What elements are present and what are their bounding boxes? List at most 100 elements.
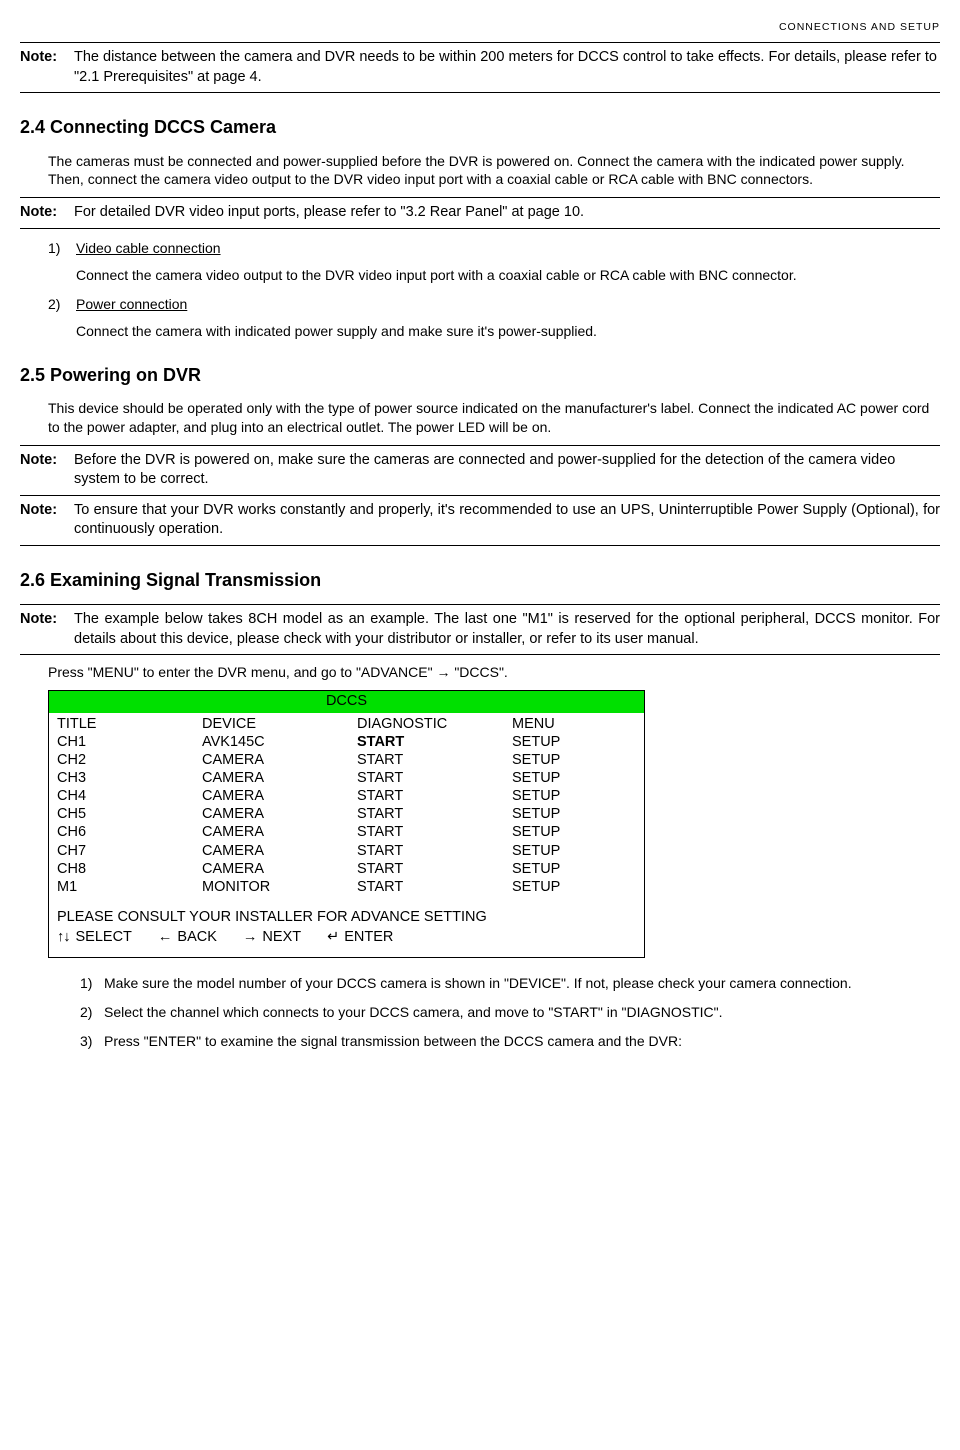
nav-label: ENTER [344,928,393,948]
updown-icon: ↑↓ [57,928,70,948]
dccs-table-header: DCCS [49,691,644,713]
steps-list: 1) Make sure the model number of your DC… [80,974,930,1051]
nav-label: NEXT [262,928,301,948]
table-cell: START [357,823,512,841]
table-row: M1MONITORSTARTSETUP [57,878,636,896]
dccs-nav-row: ↑↓ SELECT ← BACK → NEXT ↵ ENTER [57,928,636,948]
table-row: CH1AVK145CSTARTSETUP [57,733,636,751]
table-cell: CH1 [57,733,202,751]
table-cell: SETUP [512,769,636,787]
s26-instruction: Press "MENU" to enter the DVR menu, and … [48,663,932,682]
table-cell: MONITOR [202,878,357,896]
step-number: 3) [80,1032,104,1051]
table-cell: SETUP [512,787,636,805]
dccs-table: DCCS TITLEDEVICEDIAGNOSTICMENUCH1AVK145C… [48,690,645,958]
s25-paragraph: This device should be operated only with… [48,399,932,437]
table-column-header: TITLE [57,715,202,733]
item-title: Power connection [76,296,187,312]
nav-enter: ↵ ENTER [327,928,393,948]
table-column-header: DIAGNOSTIC [357,715,512,733]
note-label: Note: [20,203,74,223]
table-cell: START [357,860,512,878]
table-cell: CAMERA [202,769,357,787]
step-text: Make sure the model number of your DCCS … [104,974,930,993]
table-column-header: DEVICE [202,715,357,733]
table-cell: START [357,751,512,769]
table-cell: CAMERA [202,751,357,769]
s24-paragraph: The cameras must be connected and power-… [48,152,932,190]
table-cell: CAMERA [202,823,357,841]
step-number: 2) [80,1003,104,1022]
table-cell: CH5 [57,805,202,823]
table-cell: START [357,733,512,751]
section-2-5-title: 2.5 Powering on DVR [20,363,940,387]
list-item-video-cable: 1) Video cable connection [48,239,932,258]
table-cell: SETUP [512,805,636,823]
note-label: Note: [20,501,74,540]
table-cell: CH7 [57,842,202,860]
item-body: Connect the camera with indicated power … [76,322,932,341]
dccs-table-body: TITLEDEVICEDIAGNOSTICMENUCH1AVK145CSTART… [49,713,644,957]
table-cell: AVK145C [202,733,357,751]
table-cell: START [357,805,512,823]
nav-label: SELECT [76,928,132,948]
table-cell: CH8 [57,860,202,878]
note-label: Note: [20,48,74,87]
list-item-power-connection: 2) Power connection [48,295,932,314]
table-row: CH6CAMERASTARTSETUP [57,823,636,841]
step-item: 1) Make sure the model number of your DC… [80,974,930,993]
note-text: For detailed DVR video input ports, plea… [74,203,940,223]
table-cell: SETUP [512,860,636,878]
note-block-5: Note: The example below takes 8CH model … [20,604,940,655]
nav-select: ↑↓ SELECT [57,928,132,948]
table-cell: CAMERA [202,860,357,878]
table-cell: SETUP [512,842,636,860]
section-2-6-title: 2.6 Examining Signal Transmission [20,568,940,592]
table-cell: SETUP [512,823,636,841]
table-cell: START [357,878,512,896]
nav-back: ← BACK [158,928,217,948]
table-cell: SETUP [512,878,636,896]
nav-label: BACK [177,928,217,948]
step-item: 2) Select the channel which connects to … [80,1003,930,1022]
enter-icon: ↵ [327,928,338,948]
step-text: Select the channel which connects to you… [104,1003,930,1022]
note-text: The distance between the camera and DVR … [74,48,940,87]
dccs-footer-line: PLEASE CONSULT YOUR INSTALLER FOR ADVANC… [57,908,636,928]
table-cell: CAMERA [202,787,357,805]
left-icon: ← [158,928,172,948]
table-cell: SETUP [512,733,636,751]
note-text: The example below takes 8CH model as an … [74,610,940,649]
table-row: CH5CAMERASTARTSETUP [57,805,636,823]
note-text: Before the DVR is powered on, make sure … [74,451,940,490]
note-block-4: Note: To ensure that your DVR works cons… [20,496,940,546]
table-row-header: TITLEDEVICEDIAGNOSTICMENU [57,715,636,733]
item-number: 1) [48,239,76,258]
page-header: CONNECTIONS AND SETUP [20,20,940,34]
table-row: CH8CAMERASTARTSETUP [57,860,636,878]
table-cell: START [357,787,512,805]
table-row: CH7CAMERASTARTSETUP [57,842,636,860]
note-text: To ensure that your DVR works constantly… [74,501,940,540]
note-block-2: Note: For detailed DVR video input ports… [20,197,940,229]
table-row: CH4CAMERASTARTSETUP [57,787,636,805]
table-cell: SETUP [512,751,636,769]
table-cell: CH2 [57,751,202,769]
table-cell: START [357,842,512,860]
table-cell: CH4 [57,787,202,805]
item-title: Video cable connection [76,240,221,256]
nav-next: → NEXT [243,928,301,948]
note-label: Note: [20,610,74,649]
table-row: CH2CAMERASTARTSETUP [57,751,636,769]
item-number: 2) [48,295,76,314]
note-label: Note: [20,451,74,490]
section-2-4-title: 2.4 Connecting DCCS Camera [20,115,940,139]
step-text: Press "ENTER" to examine the signal tran… [104,1032,930,1051]
step-item: 3) Press "ENTER" to examine the signal t… [80,1032,930,1051]
table-cell: START [357,769,512,787]
table-column-header: MENU [512,715,636,733]
table-cell: M1 [57,878,202,896]
table-cell: CH3 [57,769,202,787]
note-block-3: Note: Before the DVR is powered on, make… [20,445,940,496]
step-number: 1) [80,974,104,993]
